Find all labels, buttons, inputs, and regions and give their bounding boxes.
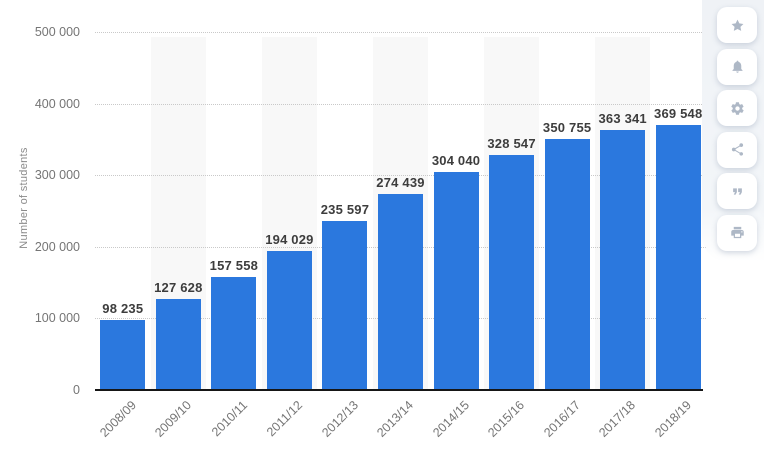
x-tick-label: 2017/18 bbox=[596, 398, 639, 440]
bar-2018/19[interactable] bbox=[655, 125, 701, 390]
y-tick-label: 0 bbox=[73, 383, 80, 397]
x-tick-label: 2010/11 bbox=[208, 398, 250, 440]
print-icon bbox=[730, 226, 744, 239]
bar-2013/14[interactable] bbox=[378, 193, 423, 390]
bar-value-label: 157 558 bbox=[209, 258, 259, 274]
notifications-button[interactable] bbox=[717, 48, 757, 85]
y-tick-label: 300 000 bbox=[34, 168, 80, 183]
bar-2015/16[interactable] bbox=[489, 154, 535, 390]
x-tick-label: 2012/13 bbox=[319, 398, 361, 440]
settings-button[interactable] bbox=[717, 90, 757, 126]
bar-value-label: 274 439 bbox=[376, 174, 425, 190]
x-tick-label: 2008/09 bbox=[96, 398, 139, 440]
bar-2017/18[interactable] bbox=[600, 129, 646, 390]
y-tick-label: 400 000 bbox=[34, 96, 80, 111]
bar-2011/12[interactable] bbox=[266, 251, 312, 390]
bar-value-label: 369 548 bbox=[654, 106, 703, 122]
x-tick-label: 2013/14 bbox=[374, 398, 417, 440]
bar-value-label: 194 029 bbox=[265, 232, 314, 248]
print-button[interactable] bbox=[717, 214, 757, 251]
bar-value-label: 235 597 bbox=[320, 202, 370, 218]
star-icon bbox=[731, 19, 743, 31]
bar-2010/11[interactable] bbox=[211, 277, 257, 390]
action-toolbar bbox=[702, 0, 764, 262]
cite-button[interactable] bbox=[717, 173, 757, 209]
y-tick-label: 500 000 bbox=[34, 25, 80, 39]
x-tick-label: 2015/16 bbox=[485, 398, 528, 440]
bar-value-label: 304 040 bbox=[431, 153, 481, 169]
y-tick-label: 200 000 bbox=[34, 239, 80, 254]
plot-area: 98 235 127 628 157 558 194 029 235 597 274 43… bbox=[95, 32, 706, 390]
bar-value-label: 363 341 bbox=[598, 110, 647, 126]
x-tick-label: 2009/10 bbox=[152, 398, 195, 440]
bell-icon bbox=[732, 60, 742, 73]
y-tick-label: 100 000 bbox=[34, 311, 80, 326]
bar-value-label: 350 755 bbox=[542, 119, 592, 135]
x-axis-line bbox=[95, 389, 703, 391]
bar-2014/15[interactable] bbox=[433, 172, 479, 390]
bar-2009/10[interactable] bbox=[155, 298, 201, 390]
share-icon bbox=[731, 143, 743, 156]
bar-2012/13[interactable] bbox=[322, 221, 368, 390]
bar-value-label: 127 628 bbox=[154, 279, 203, 295]
quote-icon bbox=[732, 187, 742, 195]
gridline bbox=[95, 32, 706, 33]
bar-2008/09[interactable] bbox=[100, 319, 146, 390]
x-tick-label: 2014/15 bbox=[430, 398, 472, 440]
bar-2016/17[interactable] bbox=[544, 138, 590, 390]
x-tick-label: 2018/19 bbox=[652, 398, 695, 440]
gear-icon bbox=[730, 101, 744, 115]
favorite-button[interactable] bbox=[717, 7, 757, 43]
x-tick-label: 2016/17 bbox=[541, 398, 584, 440]
gridline bbox=[95, 103, 706, 105]
bar-value-label: 98 235 bbox=[102, 300, 144, 316]
gridline bbox=[95, 175, 706, 177]
bar-value-label: 328 547 bbox=[487, 135, 536, 151]
y-axis-title: Number of students bbox=[18, 147, 30, 249]
share-button[interactable] bbox=[717, 131, 757, 168]
x-tick-label: 2011/12 bbox=[264, 398, 306, 440]
